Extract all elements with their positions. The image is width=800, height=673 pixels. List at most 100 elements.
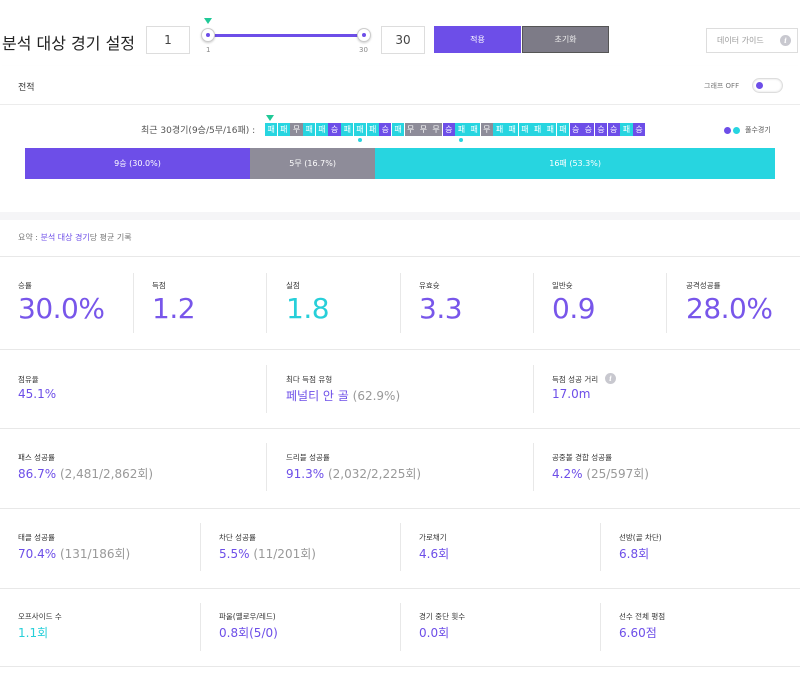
value: 6.8회	[619, 547, 650, 561]
block-rate-value: 5.5% (11/201회)	[219, 545, 316, 562]
data-guide-label: 데이터 가이드	[717, 36, 764, 45]
result-chip[interactable]: 승	[569, 123, 582, 136]
summary-divider	[0, 256, 800, 257]
info-icon: i	[780, 35, 791, 46]
result-chip[interactable]: 무	[429, 123, 443, 136]
result-chip[interactable]: 무	[480, 123, 493, 136]
summary-caption: 요약 : 분석 대상 경기당 평균 기록	[18, 232, 132, 243]
graph-toggle-label: 그래프 OFF	[704, 82, 740, 90]
result-chip[interactable]: 패	[468, 123, 481, 136]
data-guide-button[interactable]: 데이터 가이드 i	[706, 28, 798, 53]
graph-toggle[interactable]	[752, 78, 783, 93]
range-slider-max-handle[interactable]	[357, 28, 371, 42]
result-chip[interactable]: 무	[417, 123, 430, 136]
info-icon[interactable]: i	[605, 373, 616, 384]
summary-highlight: 분석 대상 경기	[40, 233, 90, 242]
result-chip[interactable]: 승	[328, 123, 341, 136]
result-chip[interactable]: 승	[632, 123, 646, 136]
result-chip[interactable]: 패	[341, 123, 354, 136]
legend-loss-dot	[733, 126, 740, 134]
marker-dot	[357, 138, 362, 142]
stat-label: 가로채기	[419, 533, 447, 542]
record-title: 전적	[18, 83, 35, 93]
sub-value: (11/201회)	[249, 547, 316, 561]
section-gap	[0, 212, 800, 220]
result-chip[interactable]: 패	[366, 123, 379, 136]
stat-label: 공격성공률	[686, 281, 721, 290]
divider	[600, 523, 601, 571]
pass-rate-value: 86.7% (2,481/2,862회)	[18, 465, 153, 482]
ratio-bar-label: 16패 (53.3%)	[549, 159, 601, 168]
stat-label: 점유율	[18, 375, 39, 384]
row-divider	[0, 508, 800, 509]
result-chip[interactable]: 무	[404, 123, 417, 136]
result-chip[interactable]: 패	[277, 123, 290, 136]
value: 0.8회(5/0)	[219, 626, 278, 640]
fouls-value: 0.8회(5/0)	[219, 624, 278, 641]
dribble-rate-value: 91.3% (2,032/2,225회)	[286, 465, 421, 482]
record-divider	[0, 104, 800, 105]
stat-label: 파울(옐로우/레드)	[219, 612, 276, 621]
match-range-settings: 분석 대상 경기 설정 1 1 30 30 적용 초기화 데이터 가이드 i	[0, 0, 800, 66]
stat-label: 유효슛	[419, 281, 440, 290]
result-chip[interactable]: 패	[493, 123, 506, 136]
value: 4.6회	[419, 547, 450, 561]
result-chip[interactable]: 승	[582, 123, 595, 136]
stat-label: 일반슛	[552, 281, 573, 290]
range-slider-min-handle[interactable]	[201, 28, 215, 42]
ratio-bar-segment: 5무 (16.7%)	[250, 148, 376, 179]
result-chip[interactable]: 패	[620, 123, 633, 136]
ratio-bar-label: 5무 (16.7%)	[289, 159, 336, 168]
result-chip[interactable]: 패	[544, 123, 557, 136]
saves-value: 6.8회	[619, 545, 649, 562]
divider	[400, 273, 401, 333]
result-chip[interactable]: 승	[442, 123, 455, 136]
result-chip[interactable]: 패	[518, 123, 532, 136]
reset-button[interactable]: 초기화	[522, 26, 609, 53]
result-chip[interactable]: 패	[556, 123, 570, 136]
result-chip[interactable]: 무	[290, 123, 303, 136]
value: 0.0회	[419, 626, 450, 640]
sub-value: (2,481/2,862회)	[56, 467, 154, 481]
range-max-input[interactable]: 30	[381, 26, 425, 54]
result-chip[interactable]: 패	[391, 123, 405, 136]
stat-label: 승률	[18, 281, 32, 290]
result-chip[interactable]: 패	[455, 123, 468, 142]
shots-value: 0.9	[552, 292, 596, 325]
sub-value: (2,032/2,225회)	[324, 467, 422, 481]
ratio-bar-segment: 9승 (30.0%)	[25, 148, 250, 179]
range-slider-track[interactable]	[208, 34, 364, 37]
result-chip[interactable]: 승	[607, 123, 620, 136]
row-divider	[0, 588, 800, 589]
player-rating-value: 6.60점	[619, 624, 657, 641]
interceptions-value: 4.6회	[419, 545, 449, 562]
range-min-input[interactable]: 1	[146, 26, 190, 54]
divider	[200, 523, 201, 571]
attack-success-value: 28.0%	[686, 292, 773, 325]
result-chip[interactable]: 패	[265, 123, 278, 136]
result-chip[interactable]: 패	[353, 123, 367, 142]
sub-value: (131/186회)	[56, 547, 131, 561]
stat-label: 공중볼 경합 성공률	[552, 453, 612, 462]
result-chip[interactable]: 패	[315, 123, 329, 136]
slider-max-label: 30	[359, 46, 368, 54]
divider	[533, 365, 534, 413]
divider	[533, 273, 534, 333]
value: 45.1%	[18, 387, 57, 401]
ratio-bar-segment: 16패 (53.3%)	[375, 148, 775, 179]
page-title: 분석 대상 경기 설정	[2, 34, 136, 53]
apply-button[interactable]: 적용	[434, 26, 521, 53]
result-chip[interactable]: 패	[506, 123, 519, 136]
result-chip[interactable]: 승	[379, 123, 392, 136]
result-chip[interactable]: 패	[531, 123, 544, 136]
divider	[266, 365, 267, 413]
divider	[600, 603, 601, 651]
value: 페널티 안 골	[286, 389, 349, 403]
result-chip[interactable]: 패	[303, 123, 316, 136]
stat-label: 득점	[152, 281, 166, 290]
row-divider	[0, 666, 800, 667]
ratio-bar-label: 9승 (30.0%)	[114, 159, 161, 168]
range-marker-icon	[204, 18, 212, 24]
sub-value: (62.9%)	[348, 389, 401, 403]
result-chip[interactable]: 승	[594, 123, 608, 136]
